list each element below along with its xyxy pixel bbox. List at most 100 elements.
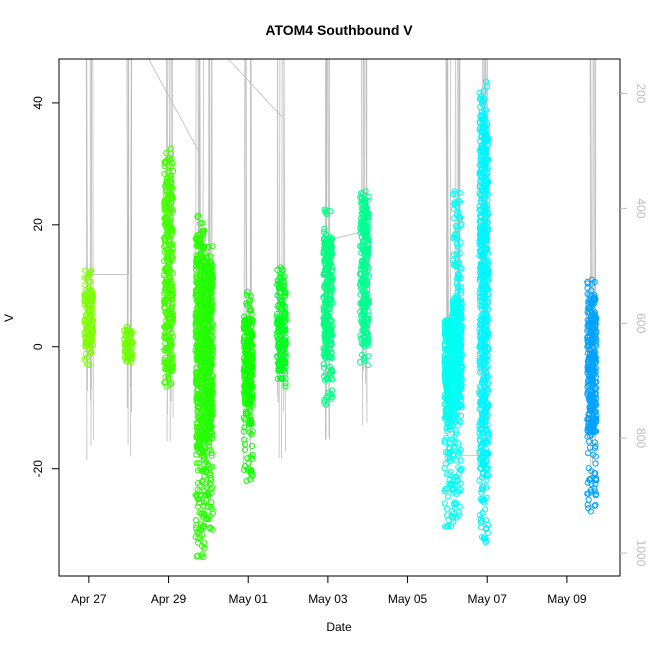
data-point (198, 542, 206, 550)
data-point (454, 200, 461, 207)
data-point (248, 348, 256, 355)
data-point (362, 234, 369, 241)
data-point (329, 387, 336, 394)
data-point (87, 324, 94, 331)
data-point (591, 385, 598, 393)
data-point (480, 175, 487, 182)
data-point (589, 363, 596, 370)
data-point (164, 324, 171, 331)
y2-tick-label: 800 (634, 428, 648, 448)
data-point (199, 531, 206, 539)
data-point (591, 485, 598, 492)
data-point (168, 163, 175, 170)
data-point (320, 236, 328, 243)
data-point (241, 333, 248, 340)
x-tick-label: May 05 (388, 592, 428, 606)
data-point (360, 279, 367, 286)
data-point (204, 311, 211, 318)
data-point (481, 383, 488, 390)
data-point (83, 354, 91, 361)
data-point (328, 339, 335, 346)
data-point (249, 391, 256, 398)
data-point (124, 329, 131, 336)
data-point (477, 197, 485, 205)
data-point (169, 184, 176, 191)
data-point (478, 158, 485, 165)
data-point (208, 432, 215, 439)
data-point (274, 375, 281, 382)
data-point (477, 402, 485, 409)
data-point (451, 482, 458, 489)
data-point (362, 272, 369, 279)
data-point (205, 461, 212, 469)
data-point (453, 251, 460, 258)
data-point (359, 333, 366, 341)
x-axis: Apr 27 Apr 29 May 01 May 03 May 05 May 07 May … (71, 576, 587, 606)
y2-tick-label: 200 (634, 83, 648, 103)
data-point (357, 271, 364, 278)
data-point (441, 365, 448, 372)
data-point (208, 360, 215, 367)
data-point (164, 313, 171, 320)
data-point (478, 100, 485, 107)
data-point (243, 351, 250, 359)
data-point (82, 330, 89, 338)
data-point (201, 353, 208, 360)
data-point (477, 316, 484, 323)
data-point (205, 261, 213, 269)
data-point (359, 257, 366, 264)
data-point (247, 297, 254, 304)
data-point (584, 280, 591, 287)
data-point (482, 526, 490, 533)
data-point (458, 402, 465, 409)
data-point (202, 480, 210, 487)
data-point (478, 524, 485, 531)
data-point (456, 250, 463, 257)
data-point (169, 208, 176, 215)
data-point (357, 225, 364, 232)
data-point (479, 229, 486, 236)
data-point (481, 301, 488, 308)
data-point (363, 226, 371, 233)
data-point (590, 352, 597, 359)
data-point (194, 259, 201, 266)
data-point (196, 346, 203, 353)
data-point (593, 358, 600, 365)
data-point (458, 220, 465, 227)
data-point (88, 292, 95, 299)
data-point (194, 355, 202, 362)
data-point (197, 340, 204, 348)
data-point (193, 524, 200, 532)
data-point (484, 403, 491, 410)
data-point (457, 345, 465, 352)
data-point (452, 500, 459, 507)
data-point (166, 334, 174, 341)
data-point (360, 354, 367, 362)
data-point (323, 207, 331, 214)
data-point (482, 506, 489, 513)
data-point (477, 192, 484, 199)
data-point (443, 486, 450, 493)
data-point (585, 416, 592, 423)
data-point (363, 205, 370, 212)
data-point (477, 157, 484, 164)
data-point (206, 471, 213, 479)
data-point (450, 318, 457, 325)
data-point (453, 241, 460, 248)
data-point (357, 358, 364, 366)
data-point (479, 119, 486, 126)
data-point (201, 332, 208, 339)
data-point (584, 290, 591, 298)
data-point (205, 394, 212, 401)
data-point (365, 193, 372, 200)
data-point (321, 283, 328, 291)
data-point (477, 167, 484, 174)
data-point (444, 376, 451, 383)
data-point (243, 360, 250, 367)
data-point (282, 383, 289, 390)
data-point (453, 514, 460, 521)
data-point (207, 421, 214, 428)
data-point (362, 303, 369, 310)
data-point (320, 361, 327, 368)
data-point (202, 320, 209, 327)
